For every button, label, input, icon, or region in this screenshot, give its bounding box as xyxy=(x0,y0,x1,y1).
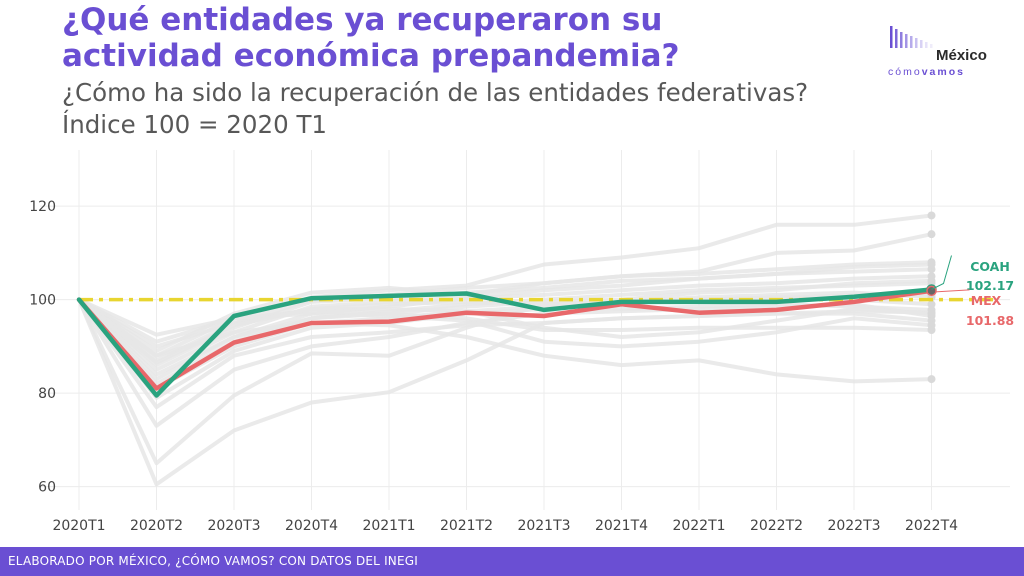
background-state-lines xyxy=(77,211,936,487)
x-tick-label: 2021T3 xyxy=(517,518,570,534)
state-series-endpoint xyxy=(927,258,936,267)
chart-title: ¿Qué entidades ya recuperaron su activid… xyxy=(62,2,882,74)
axis-ticks: 2020T1 2020T2 2020T3 2020T4 2021T1 2021T2 2021… xyxy=(29,199,958,534)
chart-title-line-2: actividad económica prepandemia? xyxy=(62,38,680,74)
mexico-como-vamos-logo: México cómovamos xyxy=(886,22,1006,84)
logo-brand-text: México xyxy=(936,47,987,64)
x-tick-label: 2022T4 xyxy=(905,518,958,534)
x-tick-label: 2020T1 xyxy=(52,518,105,534)
coah-leader-line xyxy=(931,255,952,290)
state-series-endpoint xyxy=(927,211,936,220)
x-tick-label: 2021T2 xyxy=(440,518,493,534)
logo-vamos-text: vamos xyxy=(921,66,965,78)
coah-series-name: COAH xyxy=(970,259,1010,274)
x-tick-label: 2022T2 xyxy=(750,518,803,534)
state-series-endpoint xyxy=(927,300,936,309)
x-tick-label: 2022T1 xyxy=(672,518,725,534)
y-tick-label: 100 xyxy=(29,293,56,309)
state-series-endpoint xyxy=(927,230,936,239)
state-series-line xyxy=(77,290,932,400)
state-series-endpoint xyxy=(927,326,936,334)
logo-como-text: cómo xyxy=(888,66,922,78)
coah-end-value: 102.17 xyxy=(966,278,1014,293)
y-tick-label: 120 xyxy=(29,199,56,215)
logo-tagline: cómovamos xyxy=(888,66,965,78)
x-tick-label: 2021T1 xyxy=(362,518,415,534)
x-tick-label: 2020T4 xyxy=(285,518,338,534)
mex-leader-line xyxy=(935,289,970,293)
state-series-line xyxy=(77,213,932,358)
y-tick-label: 80 xyxy=(38,386,56,402)
state-series-endpoint xyxy=(927,375,936,384)
footer-credit: ELABORADO POR MÉXICO, ¿CÓMO VAMOS? CON D… xyxy=(8,554,419,568)
chart-index-note: Índice 100 = 2020 T1 xyxy=(62,110,328,139)
chart-title-line-1: ¿Qué entidades ya recuperaron su xyxy=(62,2,663,38)
state-series-line xyxy=(78,297,932,337)
chart-subtitle: ¿Cómo ha sido la recuperación de las ent… xyxy=(62,78,809,107)
mex-series-line xyxy=(76,288,934,391)
logo-bars-icon xyxy=(890,26,933,48)
footer-bar: ELABORADO POR MÉXICO, ¿CÓMO VAMOS? CON D… xyxy=(0,547,1024,576)
state-series-endpoint xyxy=(927,276,936,285)
mex-series-name: MEX xyxy=(971,293,1002,308)
y-tick-label: 60 xyxy=(38,480,56,496)
state-series-line xyxy=(77,297,932,384)
highlighted-series-layer xyxy=(76,284,937,398)
x-tick-label: 2022T3 xyxy=(827,518,880,534)
state-series-endpoint xyxy=(927,309,936,318)
x-tick-label: 2020T2 xyxy=(130,518,183,534)
coah-series-line xyxy=(76,287,934,398)
x-tick-label: 2020T3 xyxy=(207,518,260,534)
x-tick-label: 2021T4 xyxy=(595,518,648,534)
mex-end-value: 101.88 xyxy=(966,313,1014,328)
